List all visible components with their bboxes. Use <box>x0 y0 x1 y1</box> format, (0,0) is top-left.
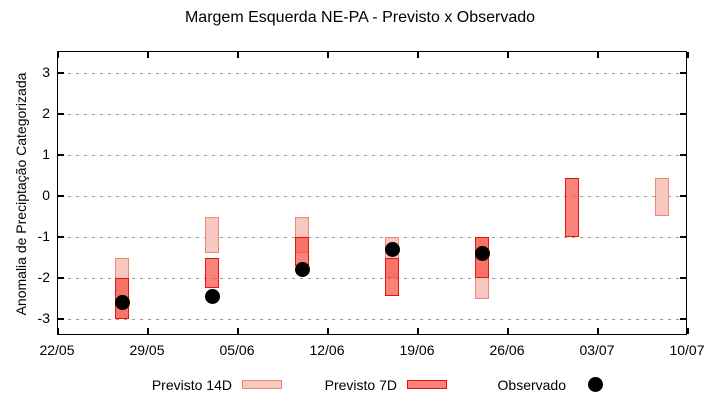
x-tick-top <box>417 52 419 58</box>
previsto-14d-swatch <box>242 380 282 389</box>
y-tick-label: -3 <box>37 310 50 326</box>
x-tick-top <box>687 52 689 58</box>
y-tick-left <box>58 195 64 197</box>
x-tick-top <box>507 52 509 58</box>
x-tick-bottom <box>597 328 599 334</box>
x-tick-bottom <box>327 328 329 334</box>
legend-label-observado: Observado <box>497 376 566 393</box>
x-tick-bottom <box>507 328 509 334</box>
x-tick-bottom <box>687 328 689 334</box>
y-tick-left <box>58 277 64 279</box>
legend-item-previsto-14d: Previsto 14D <box>152 376 282 393</box>
legend-label-previsto-7d: Previsto 7D <box>324 376 397 393</box>
x-tick-top <box>57 52 59 58</box>
observado-dot-swatch <box>588 377 603 392</box>
y-tick-label: -1 <box>37 228 50 244</box>
previsto-7d-box <box>205 257 220 289</box>
observado-point <box>114 295 130 311</box>
previsto-14d-box <box>205 216 220 254</box>
gridline-y--3 <box>60 318 684 320</box>
y-tick-right <box>680 277 686 279</box>
x-tick-label: 26/06 <box>489 342 525 358</box>
gridline-y-0 <box>60 195 684 197</box>
observado-point <box>474 245 490 261</box>
y-tick-right <box>680 113 686 115</box>
gridline-y-3 <box>60 72 684 74</box>
x-tick-top <box>237 52 239 58</box>
x-tick-label: 22/05 <box>39 342 75 358</box>
y-tick-label: 3 <box>42 64 50 80</box>
x-tick-label: 12/06 <box>309 342 345 358</box>
y-tick-label: 0 <box>42 187 50 203</box>
observado-point <box>384 241 400 257</box>
y-tick-right <box>680 236 686 238</box>
legend-item-observado: Observado <box>498 376 603 393</box>
y-tick-left <box>58 72 64 74</box>
gridline-y-2 <box>60 113 684 115</box>
previsto-7d-box <box>565 177 580 237</box>
x-tick-top <box>597 52 599 58</box>
previsto-7d-swatch <box>407 380 447 389</box>
x-tick-label: 10/07 <box>669 342 705 358</box>
observado-point <box>294 262 310 278</box>
gridline-y-1 <box>60 154 684 156</box>
y-tick-label: 2 <box>42 105 50 121</box>
previsto-14d-box <box>655 177 670 217</box>
x-tick-bottom <box>57 328 59 334</box>
x-tick-bottom <box>417 328 419 334</box>
x-tick-label: 05/06 <box>219 342 255 358</box>
y-tick-right <box>680 318 686 320</box>
x-tick-label: 03/07 <box>579 342 615 358</box>
x-tick-top <box>147 52 149 58</box>
x-tick-label: 19/06 <box>399 342 435 358</box>
gridline-y--1 <box>60 236 684 238</box>
y-tick-label: 1 <box>42 146 50 162</box>
legend-label-previsto-14d: Previsto 14D <box>151 376 232 393</box>
y-tick-left <box>58 154 64 156</box>
y-tick-left <box>58 236 64 238</box>
chart-title: Margem Esquerda NE-PA - Previsto x Obser… <box>184 9 536 26</box>
x-tick-label: 29/05 <box>129 342 165 358</box>
previsto-7d-box <box>385 257 400 297</box>
y-tick-right <box>680 195 686 197</box>
legend-item-previsto-7d: Previsto 7D <box>325 376 447 393</box>
gridline-y--2 <box>60 277 684 279</box>
y-tick-label: -2 <box>37 269 50 285</box>
y-tick-left <box>58 318 64 320</box>
plot-area <box>57 51 689 335</box>
x-tick-bottom <box>147 328 149 334</box>
x-tick-top <box>327 52 329 58</box>
y-tick-left <box>58 113 64 115</box>
x-tick-bottom <box>237 328 239 334</box>
y-tick-right <box>680 72 686 74</box>
observado-point <box>204 288 220 304</box>
y-tick-right <box>680 154 686 156</box>
